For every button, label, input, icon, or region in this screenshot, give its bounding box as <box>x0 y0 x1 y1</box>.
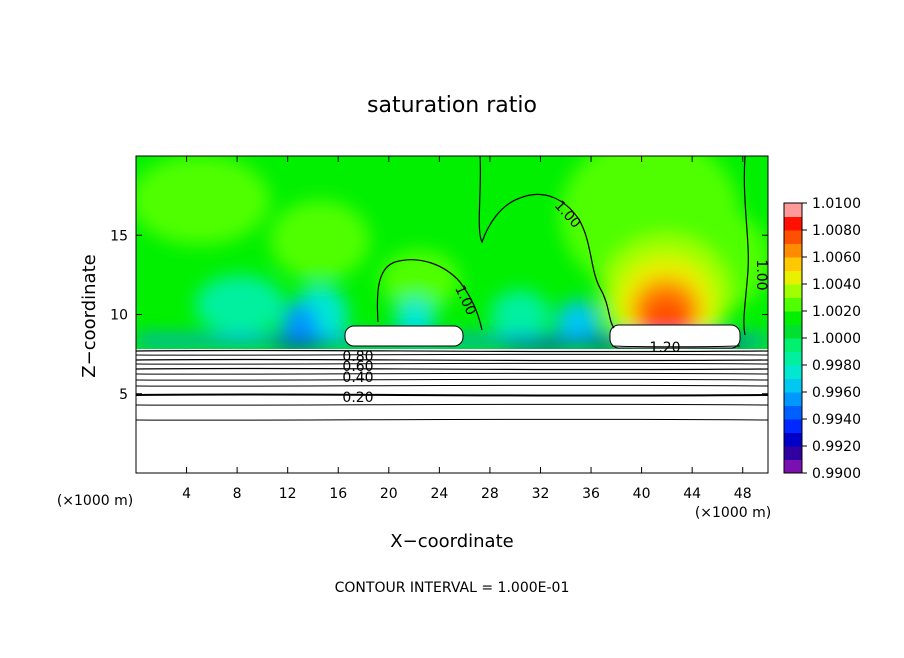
colorbar-band <box>784 365 802 379</box>
colorbar-band <box>784 419 802 433</box>
contour-label: 1.20 <box>649 340 680 356</box>
contour-lines <box>136 156 768 421</box>
colorbar-band <box>784 432 802 447</box>
colorbar-band <box>784 270 802 285</box>
contour-label: 0.60 <box>342 359 373 375</box>
x-tick-label: 28 <box>481 486 499 502</box>
field-blob <box>380 250 460 310</box>
contour-label: 0.40 <box>342 370 373 386</box>
contour-line <box>136 372 768 375</box>
colorbar-label: 0.9900 <box>812 466 861 482</box>
colorbar-band <box>784 257 802 271</box>
colorbar-band <box>784 338 802 352</box>
field-blob <box>556 300 600 344</box>
colorbar-label: 1.0100 <box>812 196 861 212</box>
contour-line <box>136 393 768 397</box>
colorbar-label: 1.0080 <box>812 223 861 239</box>
x-tick-label: 32 <box>532 486 550 502</box>
contour-label: 1.00 <box>753 259 769 290</box>
colorbar-label: 0.9920 <box>812 439 861 455</box>
x-tick-label: 44 <box>683 486 701 502</box>
field-blob <box>270 200 370 280</box>
colorbar-label: 1.0060 <box>812 250 861 266</box>
x-tick-label: 8 <box>233 486 242 502</box>
x-tick-label: 40 <box>633 486 651 502</box>
colorbar-band <box>784 297 802 312</box>
colorbar-band <box>784 284 802 298</box>
contour-line <box>136 349 768 353</box>
colorbar-band <box>784 392 802 406</box>
x-tick-label: 24 <box>430 486 448 502</box>
field-blob <box>490 290 550 340</box>
contour-line <box>478 156 615 329</box>
cloud <box>609 324 741 349</box>
colorbar-band <box>784 324 802 339</box>
x-tick-label: 20 <box>380 486 398 502</box>
colorbar-band <box>784 459 802 474</box>
contour-line <box>743 156 749 336</box>
field-blob <box>500 339 580 349</box>
contour-line <box>136 367 768 371</box>
colorbar-band <box>784 351 802 366</box>
contour-line <box>136 358 768 362</box>
field-low <box>136 349 768 473</box>
contour-line <box>136 378 768 381</box>
field <box>136 156 768 473</box>
colorbar-label: 0.9940 <box>812 412 861 428</box>
contour-label: 0.20 <box>342 390 373 406</box>
colorbar-band <box>784 311 802 325</box>
colorbar-band <box>784 405 802 420</box>
y-tick-label: 15 <box>110 228 128 244</box>
y-tick-label: 5 <box>119 387 128 403</box>
contour-line <box>136 418 768 421</box>
x-tick-label: 12 <box>279 486 297 502</box>
x-axis-label: X−coordinate <box>390 531 513 552</box>
x-unit: (×1000 m) <box>57 493 133 509</box>
x-tick-label: 4 <box>182 486 191 502</box>
y-axis-label: Z−coordinate <box>79 254 100 377</box>
contour-line <box>136 384 768 387</box>
contour-line <box>136 362 768 365</box>
colorbar-label: 1.0000 <box>812 331 861 347</box>
x-unit: (×1000 m) <box>695 505 771 521</box>
colorbar-band <box>784 243 802 258</box>
field-blob <box>270 339 330 349</box>
colorbar-band <box>784 378 802 393</box>
contour-line <box>136 403 768 406</box>
x-tick-label: 16 <box>329 486 347 502</box>
contour-line <box>376 259 483 331</box>
field-blob <box>195 275 285 335</box>
colorbar-band <box>784 446 802 460</box>
field-blob <box>136 156 270 245</box>
colorbar-band <box>784 203 802 217</box>
colorbar-label: 0.9980 <box>812 358 861 374</box>
contour-label: 0.80 <box>342 349 373 365</box>
contour-line <box>136 353 768 356</box>
chart-title: saturation ratio <box>367 93 537 118</box>
x-tick-label: 48 <box>734 486 752 502</box>
colorbar-label: 1.0020 <box>812 304 861 320</box>
contour-line <box>611 345 741 348</box>
colorbar-label: 1.0040 <box>812 277 861 293</box>
colorbar-band <box>784 216 802 231</box>
x-tick-label: 36 <box>582 486 600 502</box>
cloud <box>344 325 464 347</box>
footnote: CONTOUR INTERVAL = 1.000E-01 <box>335 580 570 596</box>
colorbar-band <box>784 230 802 244</box>
colorbar-label: 0.9960 <box>812 385 861 401</box>
y-tick-label: 10 <box>110 308 128 324</box>
